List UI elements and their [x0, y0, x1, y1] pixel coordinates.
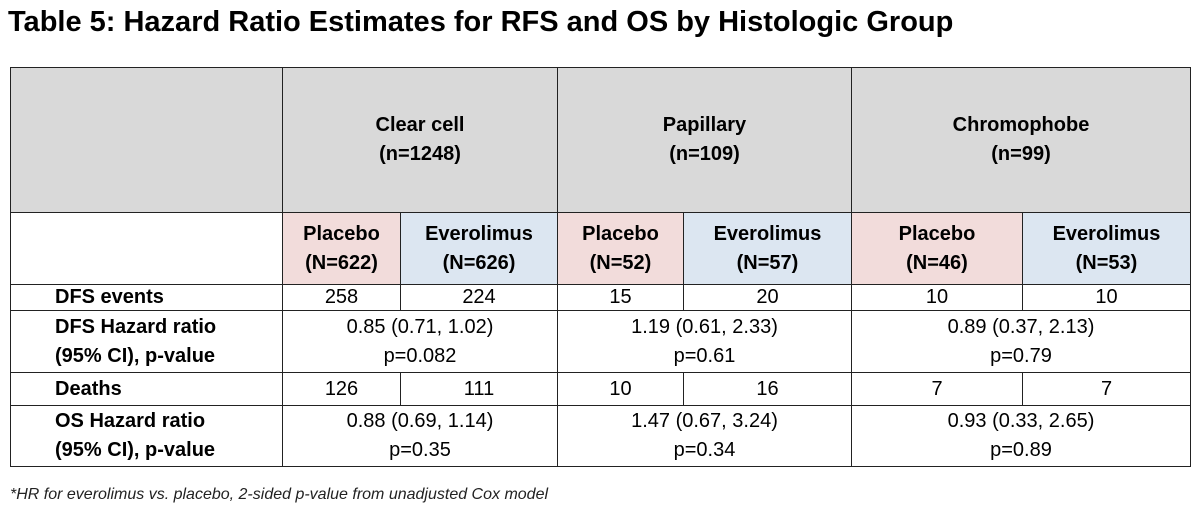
- arm-header: Placebo (N=622): [282, 212, 401, 285]
- cell-text: Placebo: [303, 222, 380, 245]
- blank-cell: [10, 212, 283, 285]
- cell-text: 258: [324, 286, 359, 308]
- cell-text: (N=626): [442, 251, 516, 274]
- arm-header: Everolimus (N=53): [1022, 212, 1191, 285]
- cell-text: 0.89 (0.37, 2.13): [947, 315, 1095, 338]
- value-cell: 7: [851, 372, 1023, 406]
- cell-text: Chromophobe: [952, 114, 1090, 136]
- hr-cell: 0.89 (0.37, 2.13) p=0.79: [851, 310, 1191, 373]
- hr-cell: 0.85 (0.71, 1.02) p=0.082: [282, 310, 558, 373]
- cell-text: 224: [462, 286, 496, 308]
- value-cell: 15: [557, 284, 684, 311]
- cell-text: 1.19 (0.61, 2.33): [631, 315, 778, 338]
- cell-text: 10: [609, 377, 632, 400]
- group-header: Chromophobe (n=99): [851, 67, 1191, 213]
- cell-text: (95% CI), p-value: [55, 439, 216, 461]
- cell-text: p=0.89: [990, 439, 1052, 461]
- cell-text: OS Hazard ratio: [55, 410, 206, 432]
- cell-text: (N=622): [305, 251, 378, 274]
- cell-text: p=0.082: [383, 344, 457, 367]
- value-cell: 126: [282, 372, 401, 406]
- cell-text: 7: [931, 377, 943, 400]
- value-cell: 258: [282, 284, 401, 311]
- cell-text: p=0.79: [990, 344, 1052, 367]
- cell-text: 7: [1100, 377, 1113, 400]
- hr-cell: 0.93 (0.33, 2.65) p=0.89: [851, 405, 1191, 467]
- arm-header: Everolimus (N=57): [683, 212, 852, 285]
- cell-text: Deaths: [55, 377, 122, 400]
- cell-text: (N=57): [736, 251, 799, 274]
- cell-text: Papillary: [662, 114, 747, 136]
- cell-text: (N=53): [1075, 251, 1138, 274]
- footnote: *HR for everolimus vs. placebo, 2-sided …: [10, 486, 549, 503]
- corner-cell: [10, 67, 283, 213]
- group-header: Clear cell (n=1248): [282, 67, 558, 213]
- value-cell: 10: [851, 284, 1023, 311]
- title: Table 5: Hazard Ratio Estimates for RFS …: [8, 6, 954, 38]
- cell-text: p=0.61: [673, 344, 736, 367]
- cell-text: 1.47 (0.67, 3.24): [631, 410, 778, 432]
- cell-text: 0.85 (0.71, 1.02): [346, 315, 494, 338]
- row-label: Deaths: [10, 372, 283, 406]
- cell-text: (N=52): [589, 251, 652, 274]
- cell-text: (n=109): [669, 143, 740, 165]
- group-header: Papillary (n=109): [557, 67, 852, 213]
- cell-text: 0.88 (0.69, 1.14): [346, 410, 494, 432]
- cell-text: 111: [463, 377, 495, 400]
- cell-text: 10: [925, 286, 949, 308]
- arm-header: Placebo (N=46): [851, 212, 1023, 285]
- cell-text: Everolimus: [713, 222, 822, 245]
- hr-cell: 1.47 (0.67, 3.24) p=0.34: [557, 405, 852, 467]
- cell-text: (N=46): [906, 251, 968, 274]
- cell-text: 126: [324, 377, 359, 400]
- cell-text: 16: [756, 377, 779, 400]
- cell-text: Placebo: [582, 222, 659, 245]
- hr-cell: 1.19 (0.61, 2.33) p=0.61: [557, 310, 852, 373]
- cell-text: Everolimus: [425, 222, 533, 245]
- value-cell: 111: [400, 372, 558, 406]
- cell-text: Clear cell: [375, 114, 465, 136]
- cell-text: Placebo: [898, 222, 976, 245]
- cell-text: 15: [609, 286, 632, 308]
- cell-text: Everolimus: [1052, 222, 1161, 245]
- row-label: OS Hazard ratio (95% CI), p-value: [10, 405, 283, 467]
- value-cell: 7: [1022, 372, 1191, 406]
- cell-text: 10: [1095, 286, 1118, 308]
- value-cell: 224: [400, 284, 558, 311]
- cell-text: DFS events: [55, 286, 164, 308]
- value-cell: 20: [683, 284, 852, 311]
- cell-text: p=0.34: [673, 439, 736, 461]
- arm-header: Everolimus (N=626): [400, 212, 558, 285]
- value-cell: 10: [557, 372, 684, 406]
- cell-text: (n=99): [991, 143, 1051, 165]
- cell-text: 20: [756, 286, 779, 308]
- cell-text: DFS Hazard ratio: [55, 315, 217, 338]
- cell-text: (n=1248): [379, 143, 461, 165]
- row-label: DFS events: [10, 284, 283, 311]
- cell-text: (95% CI), p-value: [55, 344, 216, 367]
- value-cell: 16: [683, 372, 852, 406]
- row-label: DFS Hazard ratio (95% CI), p-value: [10, 310, 283, 373]
- cell-text: p=0.35: [389, 439, 451, 461]
- arm-header: Placebo (N=52): [557, 212, 684, 285]
- hr-cell: 0.88 (0.69, 1.14) p=0.35: [282, 405, 558, 467]
- value-cell: 10: [1022, 284, 1191, 311]
- cell-text: 0.93 (0.33, 2.65): [947, 410, 1095, 432]
